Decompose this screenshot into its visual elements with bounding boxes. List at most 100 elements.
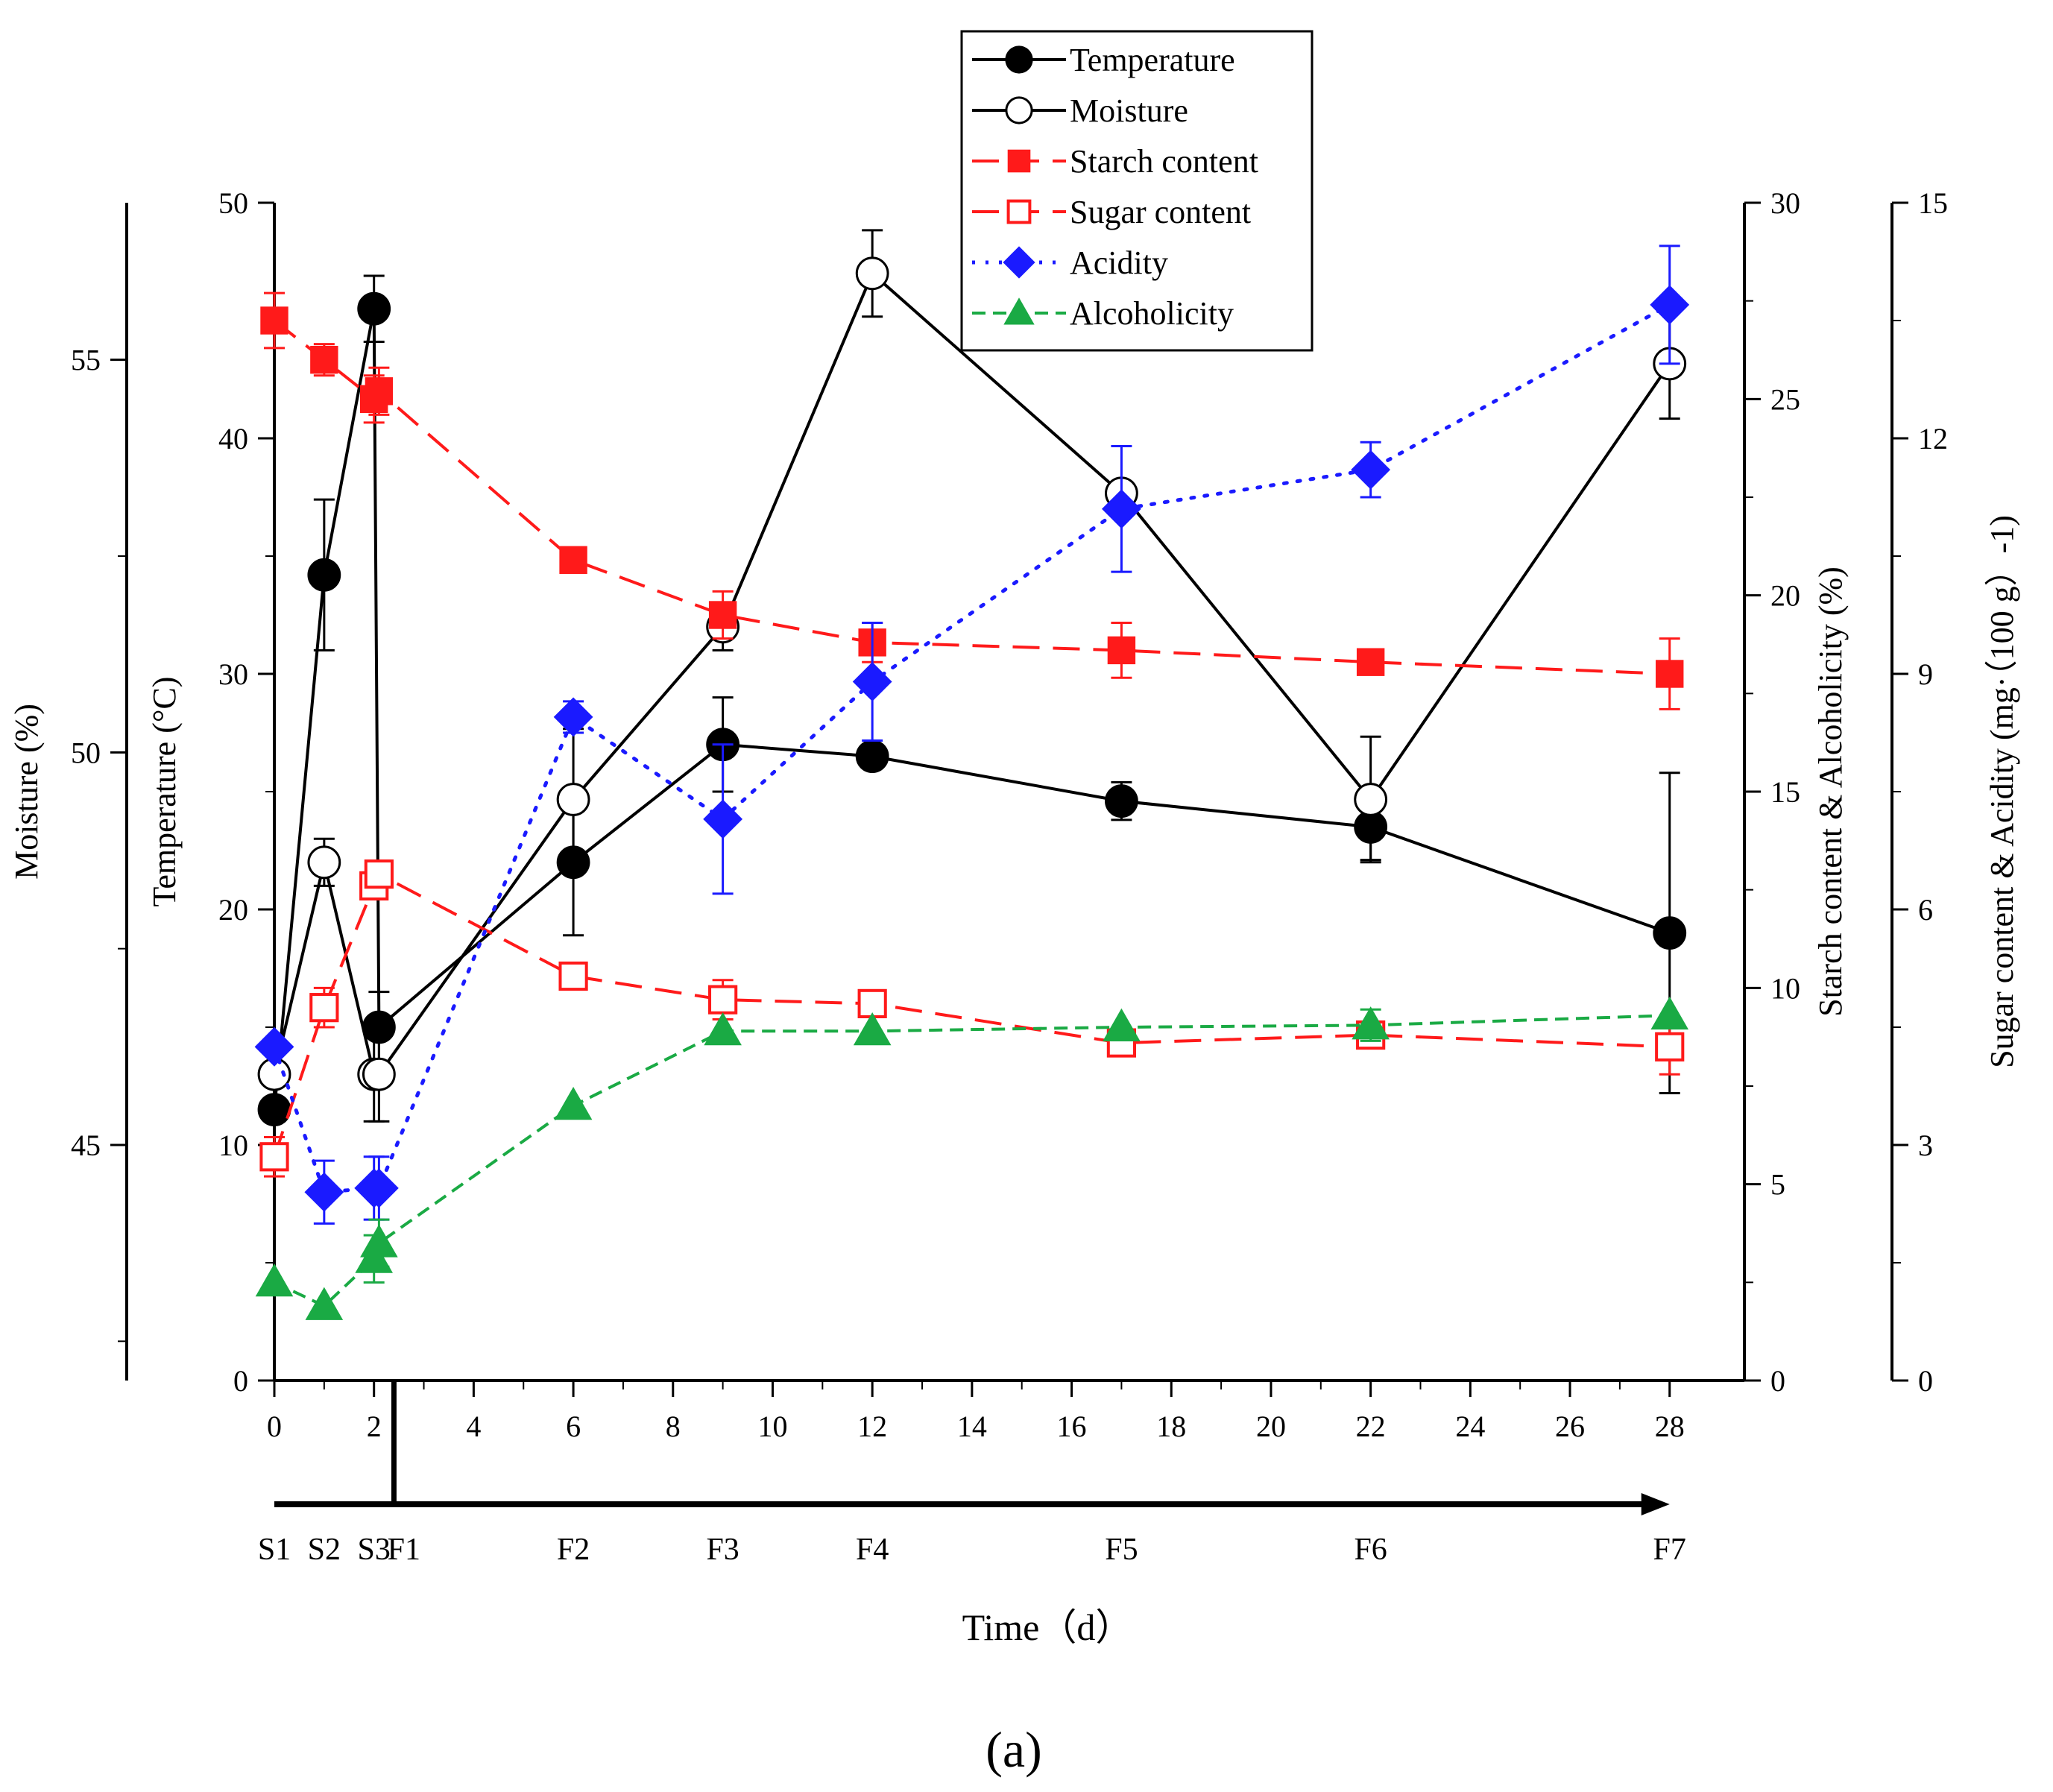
data-point <box>703 799 743 839</box>
data-point <box>855 739 889 773</box>
series-layer <box>254 229 1690 1320</box>
y-tick-label-starch_alc: 10 <box>1770 971 1800 1005</box>
legend: Temperature Moisture Starch content Sugar c… <box>960 30 1314 352</box>
x-tick-label: 2 <box>367 1410 382 1443</box>
data-point <box>1352 1006 1390 1040</box>
y-axis-label-temperature: Temperature (°C) <box>146 677 183 907</box>
y-tick-label-sugar_acid: 0 <box>1918 1364 1933 1398</box>
y-tick-label-starch_alc: 0 <box>1770 1364 1785 1398</box>
x-axis-label: Time（d） <box>962 1606 1133 1648</box>
series-acidity <box>254 244 1690 1225</box>
series-line <box>273 871 1670 1158</box>
data-point <box>1103 1008 1141 1041</box>
x-tick-label: 14 <box>957 1410 987 1443</box>
y-tick-label-starch_alc: 30 <box>1770 186 1800 220</box>
legend-label: Starch content <box>1070 143 1258 180</box>
legend-marker <box>1005 45 1033 74</box>
series-sugar-content <box>259 859 1685 1178</box>
data-point <box>852 662 892 701</box>
x-tick-label: 26 <box>1555 1410 1585 1443</box>
legend-label: Alcoholicity <box>1070 295 1234 332</box>
data-point <box>309 993 339 1023</box>
y-tick-label-temperature: 0 <box>233 1364 248 1398</box>
legend-label: Temperature <box>1070 42 1235 78</box>
y-tick-label-starch_alc: 15 <box>1770 775 1800 809</box>
x-tick-label: 16 <box>1057 1410 1087 1443</box>
legend-marker <box>1003 297 1035 325</box>
data-point <box>708 985 738 1015</box>
data-point <box>305 1287 344 1320</box>
legend-entry: Alcoholicity <box>972 295 1234 332</box>
data-point <box>1650 285 1690 325</box>
data-point <box>260 306 288 335</box>
x-tick-label: 8 <box>666 1410 681 1443</box>
data-point <box>553 697 593 737</box>
stage-label: S2 <box>308 1533 341 1567</box>
legend-box <box>960 30 1314 352</box>
data-point <box>307 558 341 592</box>
x-tick-label: 4 <box>466 1410 481 1443</box>
data-point <box>360 1224 398 1258</box>
data-point <box>1653 916 1687 950</box>
series-line <box>273 271 1671 1076</box>
data-point <box>1656 660 1684 688</box>
data-point <box>559 546 587 574</box>
legend-label: Sugar content <box>1070 194 1251 230</box>
data-point <box>364 859 394 889</box>
y-axis-label-starch_alc: Starch content & Alcoholicity (%) <box>1812 567 1849 1017</box>
legend-marker <box>1003 246 1035 279</box>
stage-label: F2 <box>557 1533 590 1567</box>
stage-label: S3 <box>358 1533 391 1567</box>
data-point <box>1107 636 1136 665</box>
y-tick-label-sugar_acid: 6 <box>1918 893 1933 927</box>
data-point <box>556 783 590 816</box>
legend-entry: Acidity <box>972 244 1168 281</box>
series-alcoholicity <box>255 996 1689 1320</box>
legend-entry: Temperature <box>972 42 1235 78</box>
data-point <box>357 291 391 326</box>
y-tick-label-sugar_acid: 15 <box>1918 186 1948 220</box>
y-tick-label-starch_alc: 5 <box>1770 1168 1785 1202</box>
y-tick-label-temperature: 30 <box>218 657 248 691</box>
x-tick-label: 12 <box>857 1410 887 1443</box>
data-point <box>554 1087 593 1120</box>
data-point <box>853 1012 892 1046</box>
x-tick-label: 10 <box>757 1410 787 1443</box>
legend-entry: Sugar content <box>972 194 1251 230</box>
legend-label: Acidity <box>1070 244 1168 281</box>
series-line <box>273 308 1671 1110</box>
series-line <box>273 319 1670 675</box>
data-point <box>1650 996 1689 1030</box>
x-tick-label: 28 <box>1655 1410 1685 1443</box>
data-point <box>307 845 341 880</box>
stage-timeline-arrowhead <box>1641 1493 1670 1515</box>
x-tick-label: 0 <box>267 1410 282 1443</box>
y-tick-label-moisture: 55 <box>71 344 101 377</box>
x-tick-label: 18 <box>1156 1410 1186 1443</box>
x-tick-label: 24 <box>1455 1410 1485 1443</box>
data-point <box>362 1057 396 1091</box>
data-point <box>1105 784 1138 818</box>
legend-marker <box>1006 199 1032 224</box>
stage-label: F5 <box>1105 1533 1138 1567</box>
data-point <box>1655 1032 1685 1061</box>
stage-label: F6 <box>1354 1533 1387 1567</box>
data-point <box>558 961 588 991</box>
x-tick-label: 20 <box>1256 1410 1286 1443</box>
data-point <box>704 1012 742 1046</box>
data-point <box>1354 783 1388 816</box>
series-line <box>274 1014 1670 1308</box>
legend-marker <box>1007 149 1031 173</box>
y-tick-label-starch_alc: 20 <box>1770 579 1800 613</box>
data-point <box>857 988 887 1019</box>
data-point <box>310 345 338 374</box>
data-point <box>304 1172 344 1212</box>
stage-label: S1 <box>258 1533 291 1567</box>
data-point <box>255 1263 294 1297</box>
y-tick-label-moisture: 45 <box>71 1129 101 1162</box>
data-point <box>1351 449 1391 490</box>
data-point <box>359 1168 399 1208</box>
y-tick-label-temperature: 40 <box>218 422 248 455</box>
